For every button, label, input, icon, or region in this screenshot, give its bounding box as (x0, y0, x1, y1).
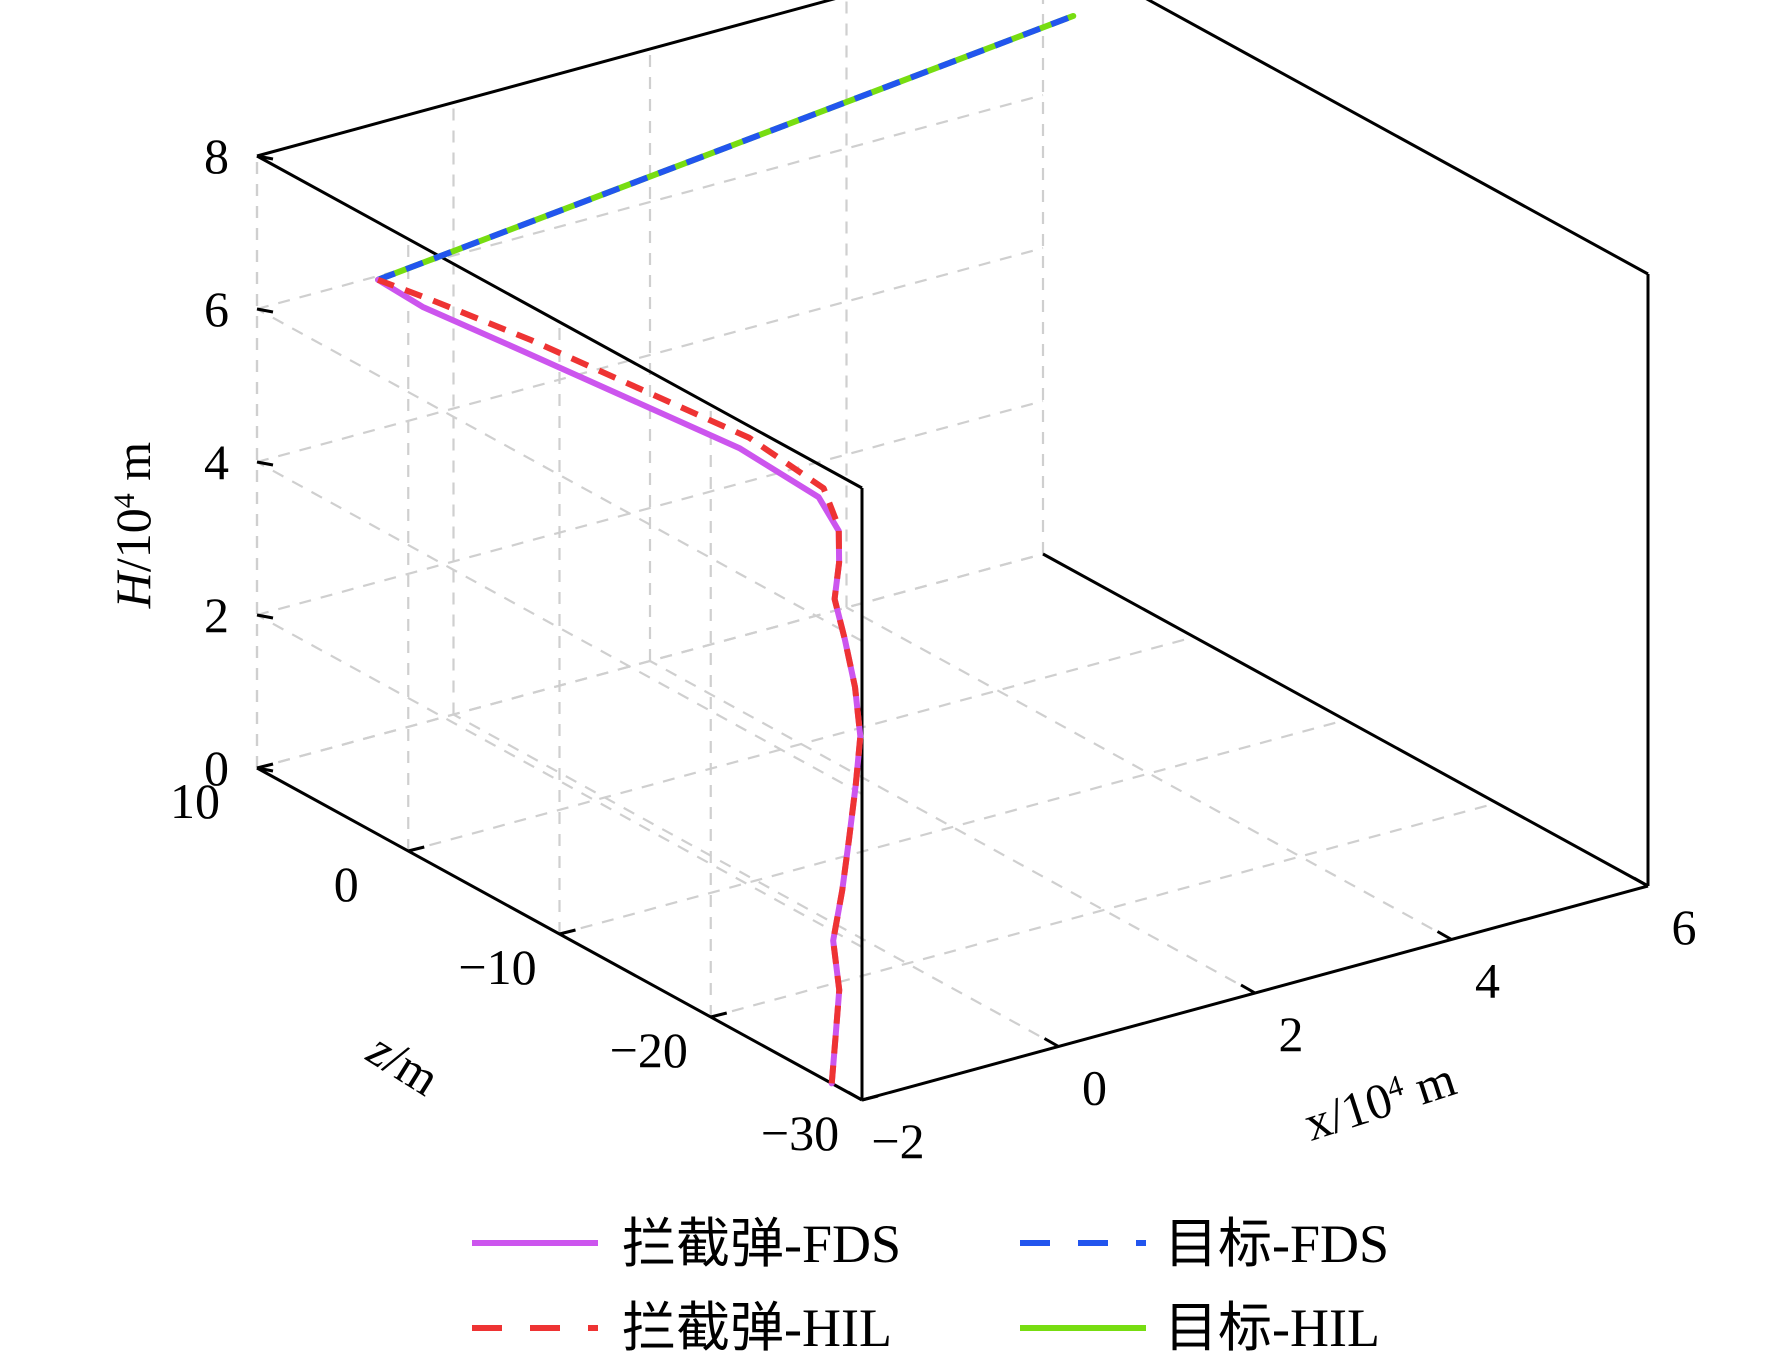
x-axis-label: x/104 m (1297, 1050, 1462, 1151)
grid-lines (255, 0, 1649, 1102)
x-tick-label: 4 (1475, 953, 1500, 1009)
grid-line (452, 713, 1060, 1048)
z-tick-label: −10 (458, 939, 536, 995)
grid-line (256, 461, 863, 795)
grid-line (256, 308, 863, 642)
grid-line (256, 552, 1044, 770)
series-target-fds (376, 13, 1075, 283)
legend-item-interceptor-hil: 拦截弹-HIL (472, 1298, 892, 1356)
axis-edge (1042, 552, 1649, 888)
grid-line (559, 718, 1346, 936)
h-axis-label: H/104 m (105, 442, 161, 610)
z-tick-label: −30 (761, 1105, 839, 1161)
legend-label: 目标-HIL (1164, 1298, 1380, 1356)
series-interceptor-fds (375, 276, 864, 1087)
x-tick-label: 6 (1672, 899, 1697, 955)
legend-label: 拦截弹-HIL (622, 1298, 892, 1356)
legend: 拦截弹-FDS 目标-FDS 拦截弹-HIL 目标-HIL (472, 1214, 1389, 1356)
axis-edge (256, 0, 836, 158)
axis-edge (1145, 0, 1649, 276)
grid-line (256, 614, 863, 948)
z-tick-label: −20 (610, 1022, 688, 1078)
grid-line (710, 801, 1498, 1019)
grid-line (256, 399, 1044, 617)
series-interceptor-hil (376, 276, 864, 1084)
legend-label: 目标-FDS (1164, 1214, 1389, 1274)
h-tick-label: 0 (204, 740, 229, 796)
x-tick-mark (1436, 930, 1453, 941)
x-tick-mark (1043, 1037, 1060, 1048)
x-tick-label: 0 (1082, 1060, 1107, 1116)
z-tick-mark (710, 1011, 728, 1019)
h-tick-mark (256, 307, 274, 314)
grid-line (845, 606, 1453, 941)
z-tick-mark (559, 928, 576, 936)
axis-edge (256, 154, 863, 490)
legend-label: 拦截弹-FDS (622, 1214, 901, 1274)
h-tick-mark (256, 613, 274, 620)
h-tick-mark (256, 766, 274, 773)
x-tick-mark (847, 1090, 863, 1102)
x-tick-label: −2 (871, 1113, 924, 1169)
x-tick-mark (1240, 983, 1256, 995)
z-tick-label: 0 (334, 856, 359, 912)
axes-box (256, 0, 1650, 1102)
x-tick-label: 2 (1279, 1006, 1304, 1062)
legend-item-interceptor-fds: 拦截弹-FDS (472, 1214, 901, 1274)
h-tick-mark (256, 460, 274, 467)
legend-item-target-fds: 目标-FDS (1020, 1214, 1389, 1274)
z-axis-label: z/m (358, 1020, 450, 1106)
x-tick-mark (1633, 876, 1649, 888)
z-tick-label: 10 (170, 773, 220, 829)
z-tick-mark (407, 845, 425, 853)
grid-line (407, 635, 1195, 853)
h-tick-label: 4 (204, 434, 229, 490)
series-lines (375, 12, 1077, 1087)
h-tick-label: 8 (204, 128, 229, 184)
legend-item-target-hil: 目标-HIL (1020, 1298, 1380, 1356)
h-tick-mark (256, 154, 274, 161)
h-tick-label: 2 (204, 587, 229, 643)
z-tick-mark (861, 1094, 879, 1102)
h-tick-label: 6 (204, 281, 229, 337)
grid-line (256, 246, 1044, 464)
grid-line (649, 660, 1256, 994)
